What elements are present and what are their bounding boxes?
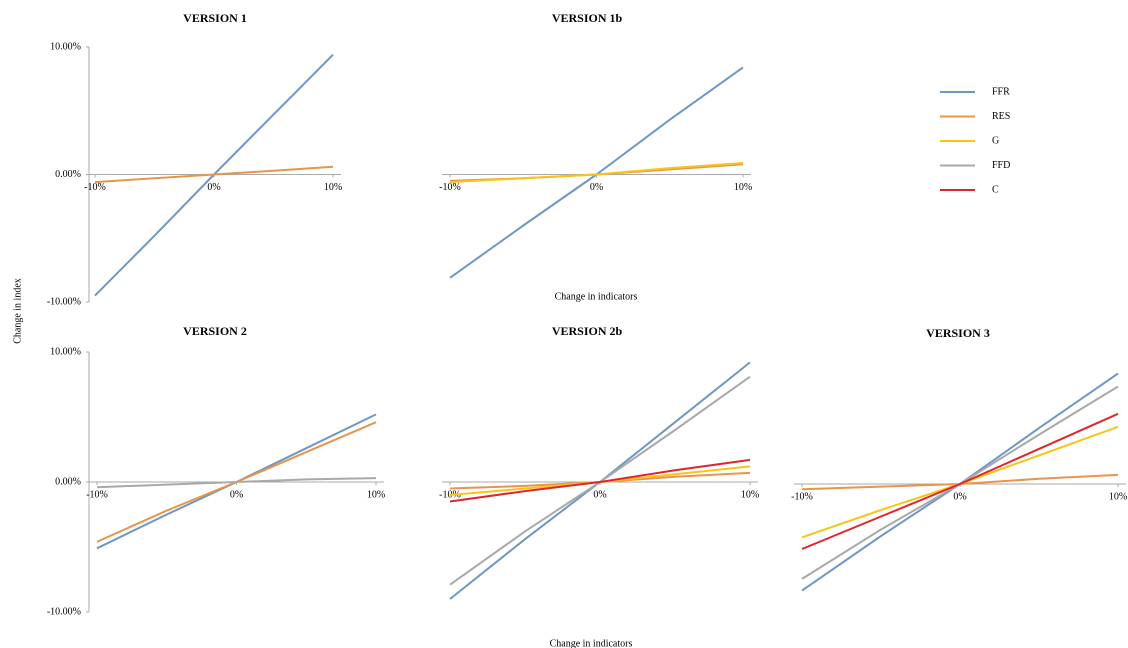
x-tick-label: 10% — [734, 182, 752, 193]
x-tick-label: 10% — [324, 182, 342, 193]
x-tick-label: 0% — [593, 489, 606, 500]
series-line — [96, 477, 377, 489]
x-tick-label: 10% — [741, 489, 759, 500]
series-line — [801, 473, 1119, 491]
legend-label: FFD — [992, 160, 1010, 171]
series-line — [801, 425, 1119, 539]
x-axis-label: Change in indicators — [555, 291, 638, 302]
series-line — [801, 385, 1119, 580]
chart-title: VERSION 2 — [183, 324, 247, 338]
chart-title: VERSION 1b — [552, 11, 623, 25]
x-tick-label: -10% — [439, 182, 461, 193]
series-line — [449, 162, 744, 184]
x-tick-label: 0% — [590, 182, 603, 193]
y-tick-label: 0.00% — [55, 476, 81, 487]
y-tick-label: -10.00% — [47, 606, 81, 617]
x-tick-label: 0% — [230, 489, 243, 500]
chart-title: VERSION 3 — [926, 326, 990, 340]
y-tick-label: 0.00% — [55, 169, 81, 180]
x-tick-label: -10% — [791, 491, 813, 502]
series-line — [449, 471, 751, 490]
x-tick-label: 10% — [367, 489, 385, 500]
x-tick-label: -10% — [84, 182, 106, 193]
x-tick-label: 0% — [953, 491, 966, 502]
legend-label: FFR — [992, 86, 1010, 97]
series-line — [449, 375, 751, 586]
series-line — [449, 458, 751, 503]
series-line — [801, 412, 1119, 550]
legend-label: C — [992, 184, 999, 195]
y-tick-label: 10.00% — [50, 346, 81, 357]
legend-label: G — [992, 135, 999, 146]
series-line — [449, 66, 744, 279]
chart-title: VERSION 1 — [183, 11, 247, 25]
y-axis-label: Change in index — [12, 278, 23, 344]
x-tick-label: 0% — [207, 182, 220, 193]
y-tick-label: 10.00% — [50, 41, 81, 52]
chart-title: VERSION 2b — [552, 324, 623, 338]
legend-label: RES — [992, 111, 1010, 122]
x-axis-label: Change in indicators — [550, 638, 633, 648]
x-tick-label: -10% — [86, 489, 108, 500]
series-line — [94, 165, 334, 184]
series-line — [449, 361, 751, 600]
y-tick-label: -10.00% — [47, 296, 81, 307]
x-tick-label: 10% — [1109, 491, 1127, 502]
series-line — [801, 372, 1119, 592]
